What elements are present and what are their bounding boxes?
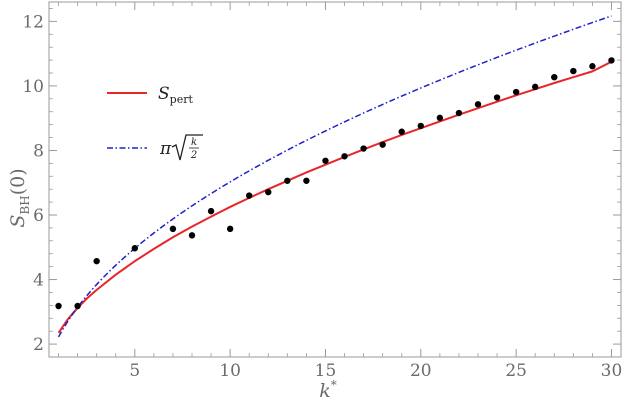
data-point bbox=[303, 177, 310, 184]
points-layer bbox=[55, 57, 615, 310]
y-tick-label: 10 bbox=[22, 77, 44, 97]
data-point bbox=[417, 122, 424, 130]
y-tick-label: 8 bbox=[33, 141, 44, 161]
data-point bbox=[398, 128, 405, 135]
data-point bbox=[322, 157, 329, 164]
svg-text:k: k bbox=[191, 137, 197, 148]
plot-frame bbox=[48, 1, 622, 358]
data-point bbox=[74, 302, 81, 310]
x-tick-label: 10 bbox=[219, 361, 241, 381]
data-point bbox=[589, 63, 596, 70]
y-tick-label: 12 bbox=[22, 12, 44, 32]
x-tick-labels: 5 10 15 20 25 30 bbox=[129, 361, 622, 381]
data-point bbox=[493, 94, 501, 101]
data-point bbox=[226, 225, 234, 233]
data-point bbox=[341, 153, 348, 160]
data-point bbox=[284, 177, 291, 184]
minor-ticks bbox=[49, 2, 621, 358]
x-axis-label: k* bbox=[319, 378, 337, 402]
data-point bbox=[188, 232, 196, 239]
data-point bbox=[207, 207, 215, 215]
data-point bbox=[93, 257, 100, 265]
major-ticks bbox=[49, 2, 621, 357]
x-tick-label: 20 bbox=[410, 361, 432, 381]
data-point bbox=[532, 83, 539, 91]
legend-label-spert: Spert bbox=[158, 84, 193, 106]
data-point bbox=[246, 192, 253, 199]
data-point bbox=[455, 109, 463, 117]
y-tick-labels: 2 4 6 8 10 12 bbox=[22, 12, 44, 355]
data-point bbox=[169, 225, 177, 233]
legend-label-pi-sqrt: π k 2 bbox=[159, 134, 203, 161]
data-point bbox=[55, 302, 62, 310]
data-point bbox=[608, 57, 615, 64]
svg-text:2: 2 bbox=[190, 150, 197, 161]
x-tick-label: 30 bbox=[601, 361, 623, 381]
data-point bbox=[360, 145, 367, 152]
series-layer bbox=[57, 15, 612, 338]
data-point bbox=[265, 188, 272, 196]
data-point bbox=[436, 114, 444, 122]
y-axis-label: SBH(0) bbox=[7, 168, 32, 227]
series-line-pi-sqrt bbox=[57, 15, 612, 338]
plot-border bbox=[48, 1, 622, 358]
legend: Spert π k 2 bbox=[107, 84, 203, 161]
data-point bbox=[551, 73, 558, 81]
y-tick-label: 2 bbox=[33, 335, 44, 355]
series-line-spert bbox=[57, 60, 612, 334]
data-point bbox=[570, 67, 577, 75]
data-point bbox=[474, 101, 482, 108]
data-point bbox=[131, 245, 138, 252]
x-tick-label: 25 bbox=[505, 361, 527, 381]
svg-text:π: π bbox=[159, 139, 172, 159]
data-point bbox=[379, 141, 386, 148]
sqrt-radical-icon bbox=[171, 134, 203, 161]
data-point bbox=[512, 88, 520, 96]
x-tick-label: 5 bbox=[129, 361, 140, 381]
x-tick-label: 15 bbox=[315, 361, 337, 381]
y-tick-label: 4 bbox=[33, 271, 44, 291]
y-tick-label: 6 bbox=[33, 206, 44, 226]
